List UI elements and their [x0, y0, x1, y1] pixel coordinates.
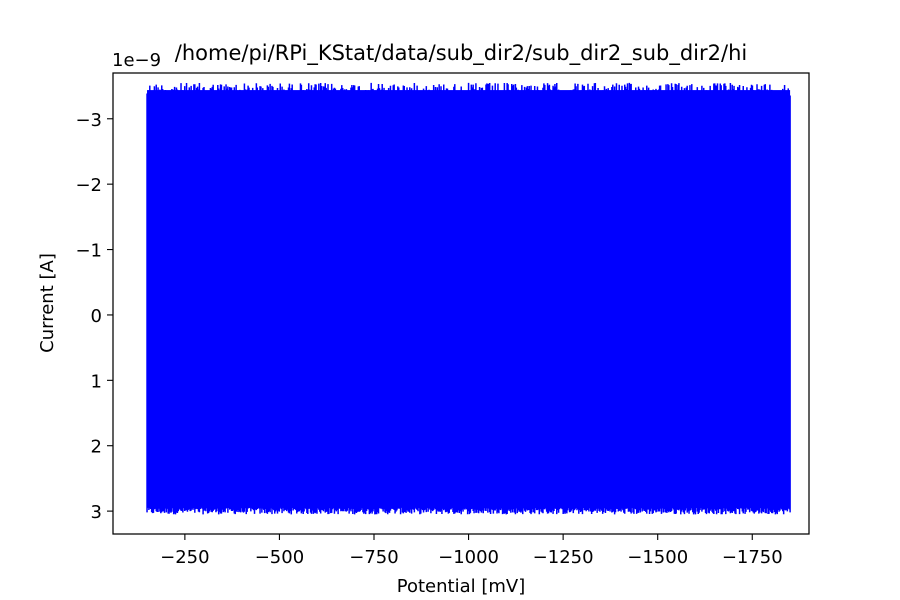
x-axis: −250 −500 −750 −1000 −1250 −1500 −1750 [160, 534, 783, 568]
y-axis: −3 −2 −1 0 1 2 3 [75, 110, 113, 523]
x-tick-label: −500 [255, 547, 304, 568]
x-tick-label: −250 [160, 547, 209, 568]
y-tick-label: −1 [75, 241, 102, 262]
x-tick-label: −750 [349, 547, 398, 568]
y-tick-label: −2 [75, 175, 102, 196]
x-tick-label: −1000 [438, 547, 499, 568]
y-tick-label: 1 [91, 371, 102, 392]
x-tick-label: −1250 [533, 547, 594, 568]
plot-frame [112, 72, 810, 535]
series-group [146, 82, 791, 515]
x-tick-label: −1750 [722, 547, 783, 568]
y-tick-label: 2 [91, 437, 102, 458]
y-tick-label: 3 [91, 502, 102, 523]
series-line [146, 82, 791, 515]
y-axis-label: Current [A] [37, 253, 58, 353]
x-tick-label: −1500 [627, 547, 688, 568]
y-offset-label: 1e−9 [112, 50, 161, 71]
y-tick-label: 0 [91, 306, 102, 327]
y-tick-label: −3 [75, 110, 102, 131]
chart-title: /home/pi/RPi_KStat/data/sub_dir2/sub_dir… [175, 41, 747, 66]
x-axis-label: Potential [mV] [397, 576, 525, 597]
